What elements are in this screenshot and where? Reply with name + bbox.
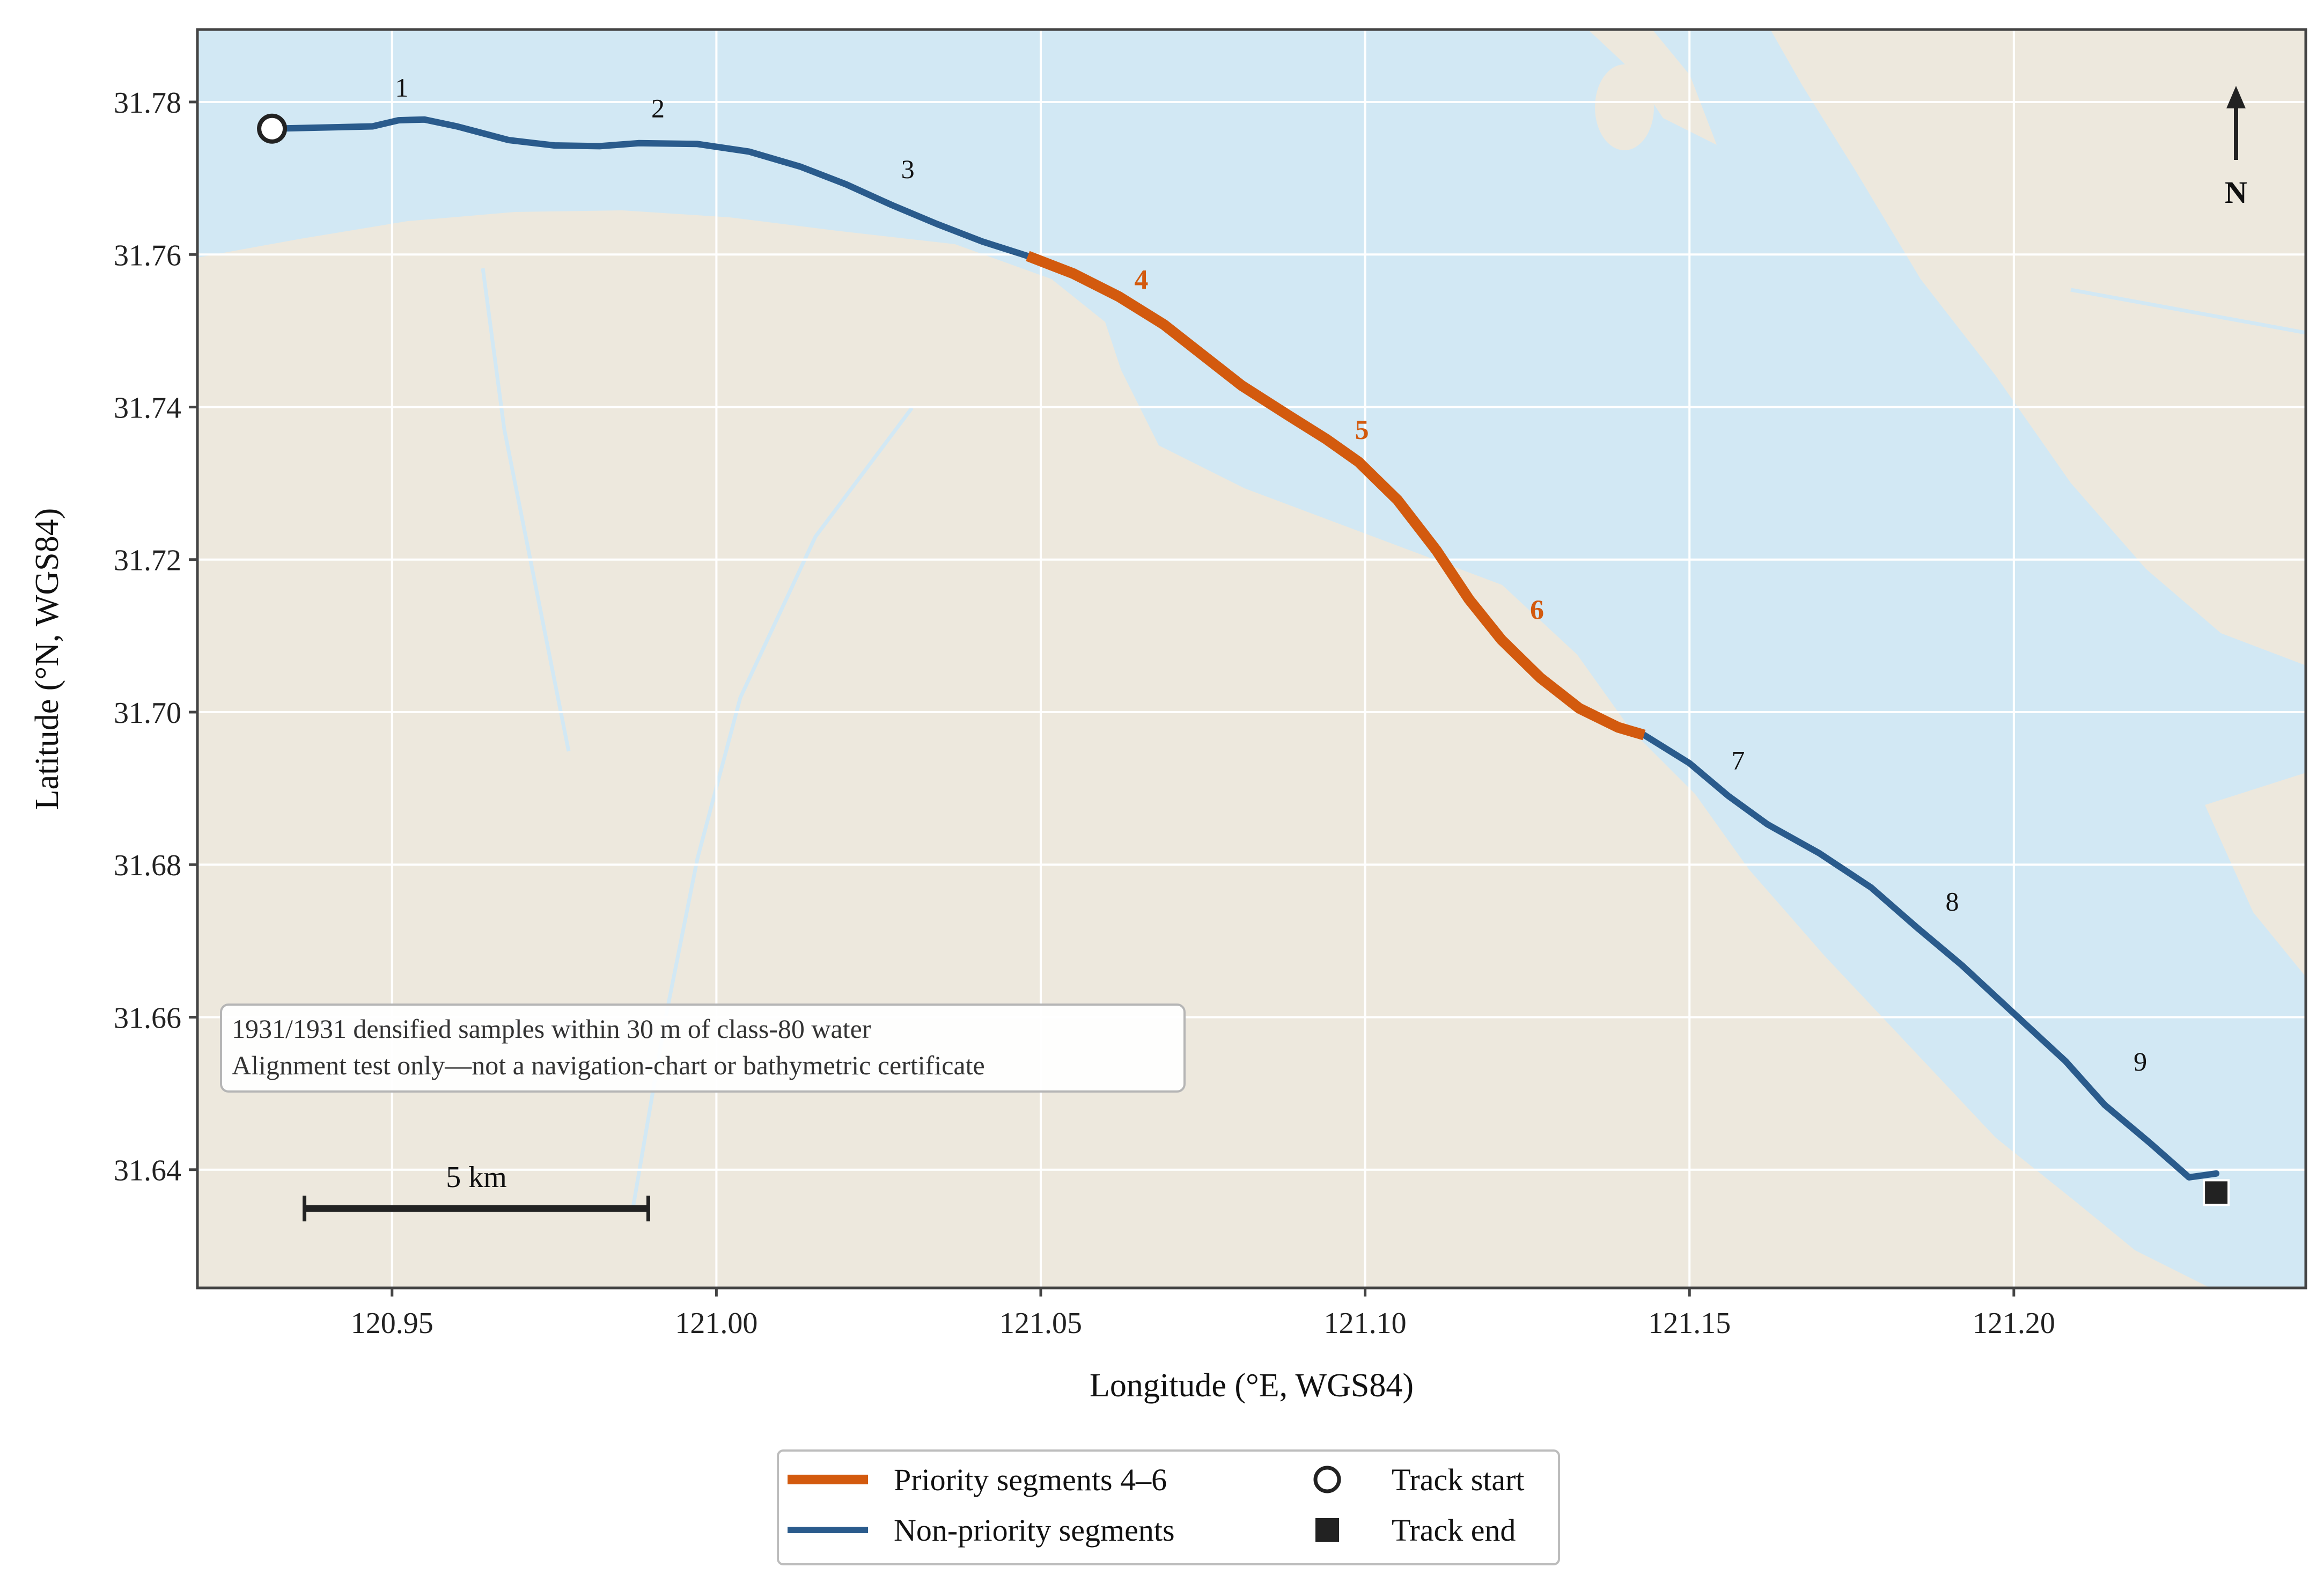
y-tick-label: 31.74	[114, 392, 181, 425]
inland-channel	[481, 268, 571, 752]
segment-label: 8	[1945, 887, 1959, 917]
x-axis-ticks: 120.95 121.00 121.05 121.10 121.15 121.20	[351, 1288, 2055, 1340]
segment-label: 7	[1731, 745, 1745, 775]
y-tick-label: 31.66	[114, 1001, 181, 1035]
island-north	[1595, 64, 1654, 150]
map-frame	[196, 28, 2307, 1290]
legend-label-end: Track end	[1392, 1513, 1516, 1548]
y-axis-ticks: 31.64 31.66 31.68 31.70 31.72 31.74 31.76 31.78	[114, 86, 197, 1188]
segment-label: 2	[651, 93, 665, 123]
segment-labels: 1 2 3 4 5 6 7 8 9	[395, 72, 2147, 1076]
track-start-marker	[257, 113, 288, 144]
x-tick-label: 121.05	[999, 1307, 1082, 1340]
grid-lines	[197, 30, 2306, 1288]
segment-label: 1	[395, 72, 408, 102]
scale-bar: 5 km	[303, 1161, 650, 1221]
scale-bar-label: 5 km	[446, 1161, 507, 1194]
y-tick-label: 31.68	[114, 849, 181, 882]
water-pond	[1824, 891, 1883, 934]
y-tick-label: 31.76	[114, 239, 181, 272]
track-end-marker	[2203, 1179, 2230, 1206]
segment-label: 6	[1530, 595, 1544, 626]
x-tick-label: 121.00	[675, 1307, 757, 1340]
track-non-priority-east	[1641, 731, 2220, 1181]
segment-label: 9	[2134, 1046, 2147, 1076]
y-tick-label: 31.78	[114, 86, 181, 120]
note-line-2: Alignment test only—not a navigation-cha…	[232, 1050, 985, 1080]
track-non-priority-west	[269, 116, 1031, 260]
legend-label-start: Track start	[1392, 1462, 1525, 1497]
segment-label: 4	[1134, 265, 1148, 295]
y-tick-label: 31.64	[114, 1154, 181, 1188]
x-tick-label: 120.95	[351, 1307, 433, 1340]
x-tick-label: 121.10	[1324, 1307, 1407, 1340]
segment-label: 5	[1355, 415, 1369, 445]
x-axis-title: Longitude (°E, WGS84)	[1090, 1367, 1414, 1404]
track-priority	[1026, 251, 1646, 741]
legend-start-marker	[1313, 1466, 1341, 1493]
north-label: N	[2225, 175, 2247, 210]
inland-channel	[2070, 288, 2306, 335]
land-north-shoal	[1475, 30, 1717, 145]
segment-label: 3	[901, 154, 915, 184]
legend-end-marker	[1315, 1518, 1339, 1542]
note-line-1: 1931/1931 densified samples within 30 m …	[232, 1014, 871, 1044]
land-north-bank	[1770, 30, 2306, 665]
note-box: 1931/1931 densified samples within 30 m …	[220, 1004, 1186, 1093]
track	[269, 116, 2220, 1181]
x-tick-label: 121.15	[1648, 1307, 1731, 1340]
legend-label-priority: Priority segments 4–6	[894, 1462, 1167, 1497]
inland-channel	[1908, 300, 2051, 528]
x-tick-label: 121.20	[1973, 1307, 2055, 1340]
legend-label-non-priority: Non-priority segments	[894, 1513, 1175, 1548]
track-markers	[257, 113, 2230, 1206]
y-tick-label: 31.70	[114, 697, 181, 730]
y-tick-label: 31.72	[114, 544, 181, 577]
legend: Priority segments 4–6 Non-priority segme…	[777, 1449, 1560, 1565]
y-axis-title: Latitude (°N, WGS84)	[29, 508, 65, 810]
land-east-point	[2205, 773, 2306, 977]
north-arrow-icon: N	[2225, 86, 2247, 210]
map-background	[197, 30, 2306, 1288]
